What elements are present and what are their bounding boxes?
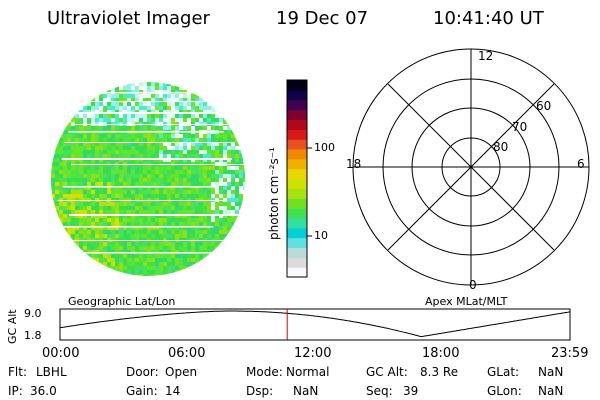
- mlt-label-12: 12: [478, 49, 494, 63]
- time-tick-0000: 00:00: [42, 346, 80, 361]
- colorbar-segment: [287, 119, 307, 130]
- gcalt-label: GC Alt:: [366, 365, 408, 379]
- colorbar-segment: [287, 158, 307, 170]
- colorbar-segment: [287, 80, 307, 91]
- colorbar-segment: [287, 178, 307, 189]
- colorbar-segment: [287, 267, 307, 278]
- colorbar-segment: [287, 208, 307, 219]
- flt-label: Flt:: [8, 365, 27, 379]
- flt-value: LBHL: [36, 365, 67, 379]
- instrument-title: Ultraviolet Imager: [47, 8, 210, 29]
- colorbar-segment: [287, 247, 307, 258]
- colorbar-segment: [287, 257, 307, 268]
- seq-label: Seq:: [366, 384, 393, 398]
- observation-time: 10:41:40 UT: [433, 8, 544, 29]
- altitude-ytick-max: 9.0: [24, 307, 42, 320]
- apex-label: Apex MLat/MLT: [425, 295, 508, 308]
- geographic-label: Geographic Lat/Lon: [68, 295, 176, 308]
- mlat-label-60: 60: [536, 99, 552, 113]
- mode-value: Normal: [286, 365, 330, 379]
- glat-label: GLat:: [487, 365, 520, 379]
- door-label: Door:: [126, 365, 159, 379]
- mlat-label-70: 70: [512, 120, 528, 134]
- colorbar-segment: [287, 217, 307, 229]
- door-value: Open: [165, 365, 198, 379]
- colorbar-segment: [287, 139, 307, 150]
- colorbar-tick-10: 10: [314, 229, 328, 242]
- colorbar-segment: [287, 168, 307, 180]
- mlat-label-80: 80: [493, 140, 509, 154]
- observation-date: 19 Dec 07: [276, 8, 369, 29]
- gcalt-value: 8.3 Re: [420, 365, 459, 379]
- mlt-label-0: 0: [469, 278, 477, 292]
- colorbar-segment: [287, 89, 307, 101]
- mode-label: Mode:: [246, 365, 283, 379]
- ip-label: IP:: [8, 384, 23, 398]
- colorbar-segment: [287, 188, 307, 199]
- ip-value: 36.0: [30, 384, 57, 398]
- time-tick-1800: 18:00: [422, 346, 460, 361]
- colorbar-tick-100: 100: [314, 141, 335, 154]
- glon-value: NaN: [538, 384, 564, 398]
- mlt-label-18: 18: [346, 157, 362, 171]
- colorbar-segment: [287, 129, 307, 140]
- colorbar-segment: [287, 99, 307, 111]
- altitude-ytick-min: 1.8: [24, 329, 42, 342]
- colorbar-segment: [287, 227, 307, 239]
- colorbar-segment: [287, 198, 307, 209]
- dsp-label: Dsp:: [246, 384, 274, 398]
- time-tick-0600: 06:00: [168, 346, 206, 361]
- colorbar-segment: [287, 237, 307, 249]
- colorbar-segment: [287, 148, 307, 160]
- altitude-ylabel: GC Alt: [6, 309, 19, 344]
- glat-value: NaN: [538, 365, 564, 379]
- mlt-label-6: 6: [577, 157, 585, 171]
- colorbar-segment: [287, 109, 307, 120]
- glon-label: GLon:: [487, 384, 522, 398]
- time-tick-2359: 23:59: [551, 346, 589, 361]
- gain-value: 14: [165, 384, 181, 398]
- gain-label: Gain:: [126, 384, 158, 398]
- time-tick-1200: 12:00: [294, 346, 332, 361]
- seq-value: 39: [403, 384, 419, 398]
- dsp-value: NaN: [293, 384, 319, 398]
